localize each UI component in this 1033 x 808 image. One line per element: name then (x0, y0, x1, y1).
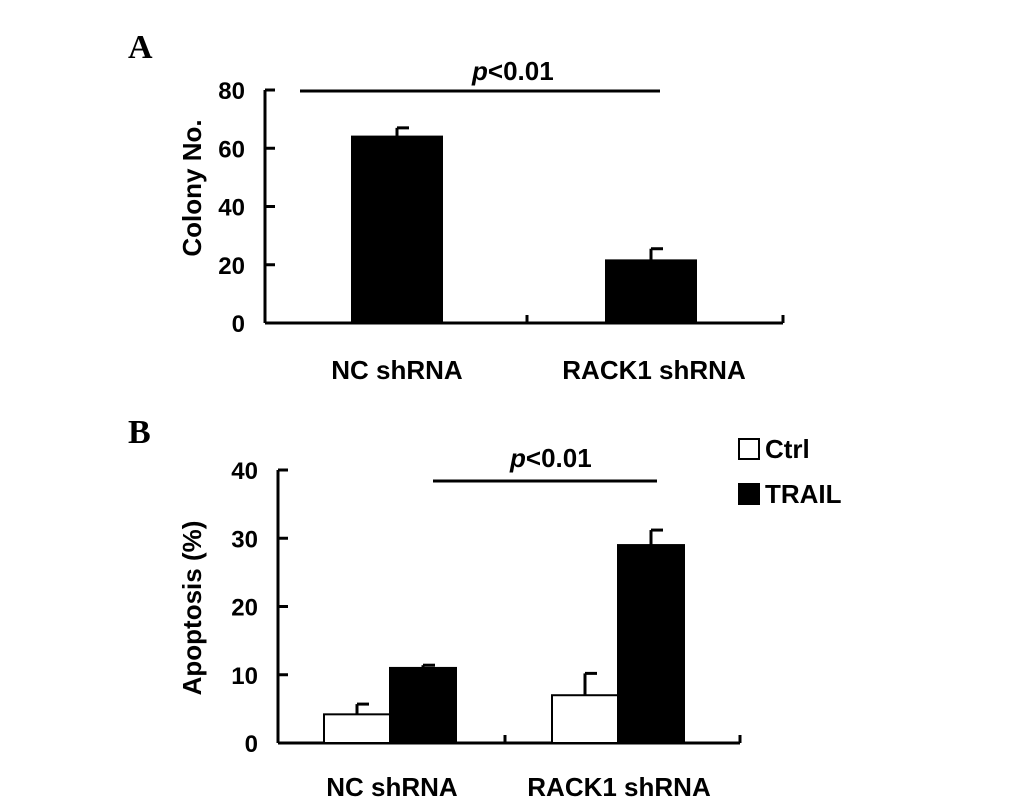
panel-a-category-labels: NC shRNA RACK1 shRNA (331, 355, 746, 385)
panel-b-letter: B (128, 414, 151, 451)
y-tick-label: 0 (232, 311, 245, 338)
panel-a-y-axis-title: Colony No. (177, 119, 207, 256)
panel-a-significance-label: p<0.01 (471, 56, 554, 86)
panel-a-significance: p<0.01 (300, 56, 660, 93)
bar (323, 713, 391, 745)
bar (351, 135, 443, 324)
legend-trail-label: TRAIL (765, 479, 842, 509)
y-tick-label: 30 (231, 526, 258, 553)
panel-b-category-labels: NC shRNA RACK1 shRNA (326, 772, 711, 802)
panel-b-legend: Ctrl TRAIL (738, 434, 842, 509)
panel-b-category-label: RACK1 shRNA (527, 772, 711, 802)
y-tick-label: 80 (218, 78, 245, 105)
panel-b-significance: p<0.01 (433, 443, 657, 483)
panel-a-bars (351, 126, 697, 325)
panel-a-axes (263, 90, 785, 325)
panel-a-category-label: NC shRNA (331, 355, 463, 385)
bar (551, 694, 619, 744)
legend-ctrl-swatch (738, 438, 760, 460)
bar (617, 544, 685, 745)
panel-b-significance-label: p<0.01 (509, 443, 592, 473)
y-tick-label: 60 (218, 136, 245, 163)
legend-trail-swatch (738, 483, 760, 505)
panel-b-y-ticks: 0 10 20 30 40 (231, 458, 288, 758)
panel-b-category-label: NC shRNA (326, 772, 458, 802)
panel-a-category-label: RACK1 shRNA (562, 355, 746, 385)
y-tick-label: 0 (245, 731, 258, 758)
y-tick-label: 10 (231, 663, 258, 690)
panel-b-bars (323, 528, 685, 745)
panel-a: A 0 20 40 60 80 NC shRNA RACK1 shRNA Colony … (128, 29, 785, 385)
bar (605, 259, 697, 325)
legend-ctrl-label: Ctrl (765, 434, 810, 464)
bar (389, 666, 457, 744)
panel-a-y-ticks: 0 20 40 60 80 (218, 78, 275, 338)
panel-b: B 0 10 20 30 40 NC shRNA RACK1 shRNA Apoptos… (128, 414, 842, 802)
y-tick-label: 20 (218, 253, 245, 280)
panel-b-y-axis-title: Apoptosis (%) (177, 521, 207, 696)
panel-a-letter: A (128, 29, 153, 66)
y-tick-label: 20 (231, 595, 258, 622)
y-tick-label: 40 (231, 458, 258, 485)
y-tick-label: 40 (218, 195, 245, 222)
